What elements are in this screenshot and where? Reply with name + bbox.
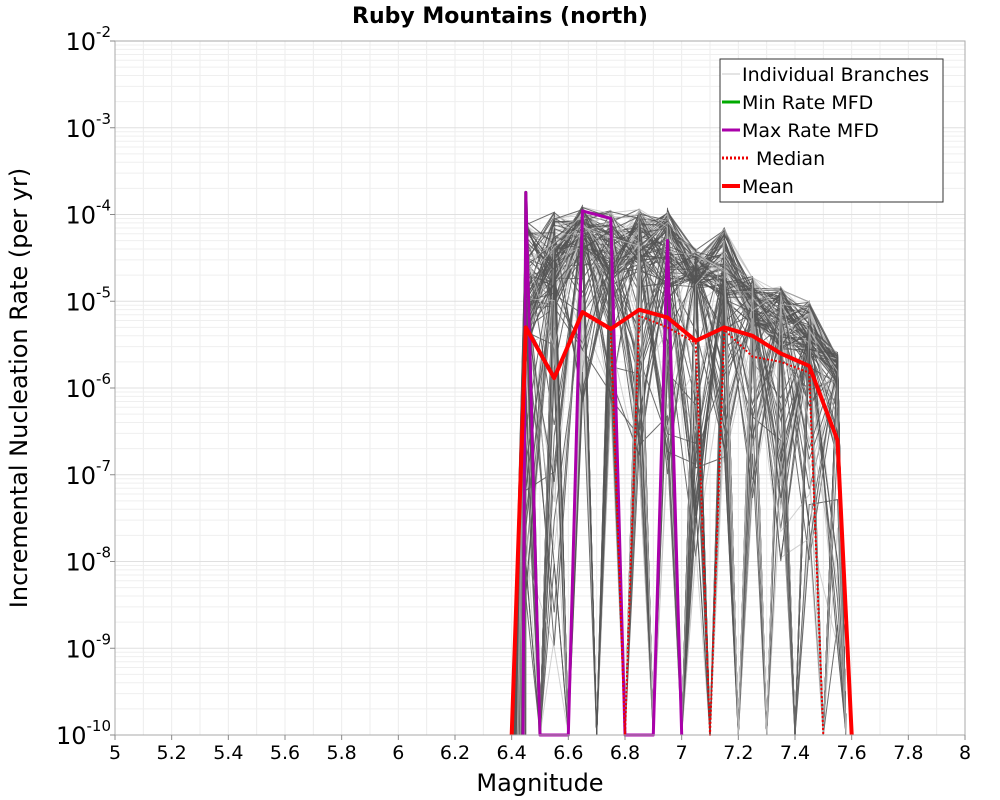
series-lines (509, 190, 854, 737)
x-tick-label: 7.2 (723, 742, 753, 764)
legend-label: Individual Branches (742, 64, 929, 86)
x-tick-label: 5.8 (327, 742, 357, 764)
x-tick-label: 5 (109, 742, 121, 764)
branch-line (522, 210, 847, 736)
legend-label: Max Rate MFD (742, 120, 879, 142)
x-tick-label: 6 (392, 742, 404, 764)
branch-line (518, 219, 847, 736)
y-axis-label: Incremental Nucleation Rate (per yr) (5, 168, 33, 608)
legend: Individual Branches Min Rate MFD Max Rate … (719, 58, 944, 203)
chart-title: Ruby Mountains (north) (352, 4, 648, 29)
legend-box (719, 58, 944, 203)
x-tick-label: 6.2 (440, 742, 470, 764)
branch-line (518, 217, 847, 736)
x-tick-label: 6.8 (610, 742, 640, 764)
x-tick-label: 5.2 (157, 742, 187, 764)
x-tick-label: 7.8 (893, 742, 923, 764)
y-tick-label: 10-5 (65, 283, 111, 316)
x-tick-label: 6.6 (553, 742, 583, 764)
axes: 5 5.2 5.4 5.6 5.8 6 6.2 6.4 6.6 6.8 7 7.2 7.4 7.6 7.8 8… (56, 23, 971, 764)
x-tick-label: 7 (676, 742, 688, 764)
y-tick-label: 10-2 (65, 23, 111, 56)
branch-line (522, 208, 847, 736)
x-tick-label: 5.4 (213, 742, 243, 764)
x-axis-label: Magnitude (476, 769, 603, 797)
y-tick-label: 10-9 (65, 630, 111, 663)
legend-label: Min Rate MFD (742, 92, 873, 114)
legend-label: Mean (742, 176, 794, 198)
y-tick-label: 10-7 (65, 457, 111, 490)
legend-label: Median (756, 148, 825, 170)
x-tick-label: 7.6 (837, 742, 867, 764)
branch-line (513, 209, 847, 736)
series-max-rate-mfd (521, 190, 684, 737)
y-tick-label: 10-3 (65, 110, 111, 143)
y-tick-label: 10-4 (65, 197, 111, 230)
branch-line (524, 221, 847, 736)
x-tick-label: 6.4 (497, 742, 527, 764)
y-tick-label: 10-6 (65, 370, 111, 403)
series-mean (509, 307, 854, 736)
x-tick-label: 7.4 (780, 742, 810, 764)
y-tick-label: 10-8 (65, 544, 111, 577)
y-tick-label: 10-10 (56, 717, 111, 750)
x-tick-label: 8 (959, 742, 971, 764)
branch-line (516, 211, 847, 736)
x-tick-label: 5.6 (270, 742, 300, 764)
